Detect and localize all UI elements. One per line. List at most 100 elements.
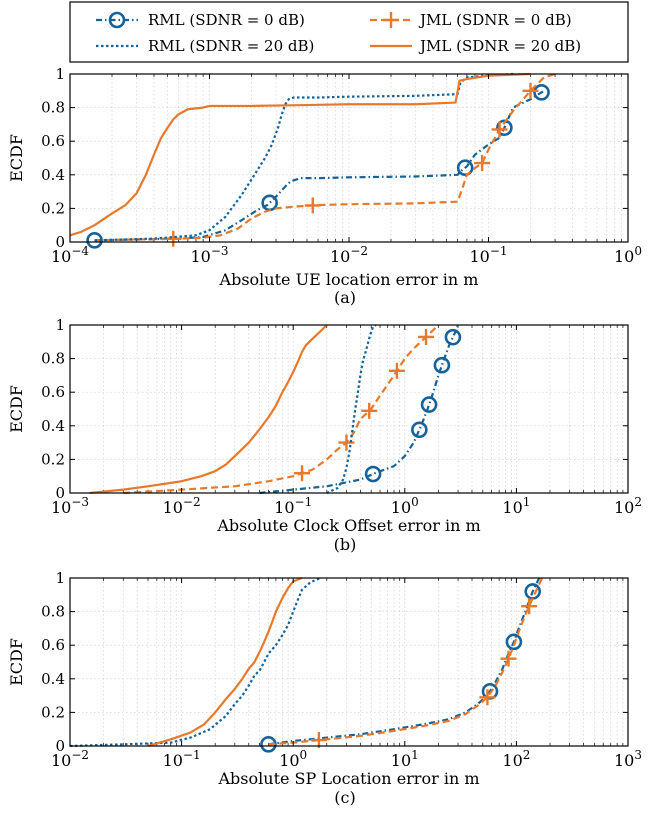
series-rml0 [259, 324, 462, 495]
series-line-jml0 [268, 577, 544, 746]
marker-jml0-2 [361, 402, 378, 419]
y-tick-labels: 0 0.2 0.4 0.6 0.8 1 [41, 65, 628, 251]
legend-entry-rml20: RML (SDNR = 20 dB) [96, 37, 314, 55]
legend: RML (SDNR = 0 dB) JML (SDNR = 0 dB) RML (S… [69, 1, 629, 63]
marker-jml0-2 [500, 650, 517, 667]
series-line-jml20 [89, 324, 328, 495]
legend-entry-jml20: JML (SDNR = 20 dB) [370, 37, 581, 55]
y-tick-label: 0.4 [41, 670, 65, 688]
series-line-rml0 [268, 577, 541, 746]
panel-label: (a) [334, 288, 356, 307]
panel-label: (c) [334, 788, 355, 807]
y-tick-label: 0.4 [41, 166, 65, 184]
marker-jml0-4 [522, 82, 539, 99]
panel-label: (b) [334, 535, 357, 554]
marker-jml0-0 [165, 230, 182, 247]
x-tick-label: 10−2 [163, 495, 201, 517]
y-tick-label: 1 [55, 569, 65, 587]
y-tick-label: 0.8 [41, 603, 65, 621]
marker-jml0-3 [491, 121, 508, 138]
x-axis-label: Absolute UE location error in m [219, 270, 479, 289]
marker-jml0-1 [304, 197, 321, 214]
y-axis-label: ECDF [7, 638, 26, 686]
y-tick-label: 0.8 [41, 99, 65, 117]
legend-box [69, 1, 629, 63]
marker-jml0-3 [388, 362, 405, 379]
chart-panel-2: 10−3 10−2 10−1 100 101 102 0 0.2 0.4 0.6 0.8 1 Absol… [7, 316, 642, 554]
marker-jml0-3 [521, 598, 538, 615]
y-tick-label: 1 [55, 65, 65, 83]
marker-rml0-2 [420, 396, 438, 413]
plot-frame [69, 577, 629, 747]
series-line-rml0 [94, 89, 545, 242]
x-axis-label: Absolute SP Location error in m [218, 769, 480, 788]
y-tick-label: 0.2 [41, 703, 65, 721]
marker-rml0-1 [411, 421, 428, 439]
marker-jml0-1 [338, 434, 355, 451]
plot-area [70, 325, 628, 493]
series-rml20 [69, 576, 323, 748]
x-tick-label: 10−3 [51, 495, 89, 517]
y-tick-label: 0.8 [41, 350, 65, 368]
plot-area [70, 578, 628, 746]
series-line-rml20 [69, 576, 323, 748]
x-tick-label: 10−3 [190, 244, 228, 266]
y-tick-label: 0.4 [41, 417, 65, 435]
y-tick-label: 1 [55, 316, 65, 334]
y-axis-label: ECDF [7, 385, 26, 433]
chart-panel-3: 10−2 10−1 100 101 102 103 0 0.2 0.4 0.6 0.8 1 Absolu… [7, 569, 642, 807]
marker-rml0-3 [496, 119, 513, 137]
legend-marker-jml0 [383, 12, 399, 28]
y-tick-label: 0.6 [41, 636, 65, 654]
x-tick-label: 10−1 [163, 748, 201, 770]
y-tick-label: 0.2 [41, 199, 65, 217]
x-tick-labels: 10−3 10−2 10−1 100 101 102 [51, 325, 642, 517]
x-tick-label: 100 [614, 244, 642, 266]
series-jml0 [94, 72, 556, 247]
x-tick-label: 102 [502, 748, 530, 770]
series-jml20 [69, 72, 531, 237]
legend-label-jml0: JML (SDNR = 0 dB) [418, 11, 572, 29]
legend-label-rml0: RML (SDNR = 0 dB) [148, 11, 305, 29]
x-tick-label: 102 [614, 495, 642, 517]
marker-jml0-4 [418, 328, 435, 345]
series-line-jml0 [94, 72, 556, 242]
series-jml20 [147, 576, 303, 748]
y-tick-label: 0.2 [41, 450, 65, 468]
marker-jml0-2 [474, 155, 491, 172]
y-tick-label: 0.6 [41, 132, 65, 150]
x-tick-label: 100 [279, 748, 307, 770]
legend-marker-rml0 [108, 11, 126, 29]
series-line-rml0 [259, 324, 460, 495]
y-tick-label: 0 [55, 737, 65, 755]
legend-entry-rml0: RML (SDNR = 0 dB) [96, 11, 305, 29]
x-tick-label: 100 [391, 495, 419, 517]
x-tick-label: 10−2 [330, 244, 368, 266]
series-line-jml0 [123, 324, 440, 495]
legend-label-rml20: RML (SDNR = 20 dB) [148, 37, 314, 55]
marker-rml0-0 [364, 465, 382, 483]
legend-label-jml20: JML (SDNR = 20 dB) [418, 37, 581, 55]
x-tick-label: 10−2 [51, 748, 89, 770]
chart-panel-1: 10−4 10−3 10−2 10−1 100 0 0.2 0.4 0.6 0.8 1 Absolut… [7, 65, 642, 307]
x-tick-label: 101 [502, 495, 530, 517]
y-tick-label: 0 [55, 484, 65, 502]
legend-entry-jml0: JML (SDNR = 0 dB) [370, 11, 572, 29]
series-jml0 [123, 324, 440, 495]
x-axis-label: Absolute Clock Offset error in m [216, 516, 480, 535]
series-rml20 [326, 324, 377, 494]
marker-rml0-3 [433, 356, 451, 374]
marker-rml0-2 [456, 159, 474, 177]
y-tick-labels: 0 0.2 0.4 0.6 0.8 1 [41, 569, 628, 755]
series-jml20 [89, 324, 328, 495]
marker-rml0-4 [444, 328, 462, 346]
y-tick-label: 0 [55, 233, 65, 251]
x-tick-label: 103 [614, 748, 642, 770]
chart-panels: 10−4 10−3 10−2 10−1 10000.20.40.60.81Absolut… [7, 65, 642, 807]
plot-frame [69, 324, 629, 494]
x-tick-label: 10−4 [51, 244, 89, 266]
series-jml0 [268, 577, 544, 749]
marker-rml0-4 [533, 84, 550, 101]
series-line-jml20 [147, 576, 303, 748]
